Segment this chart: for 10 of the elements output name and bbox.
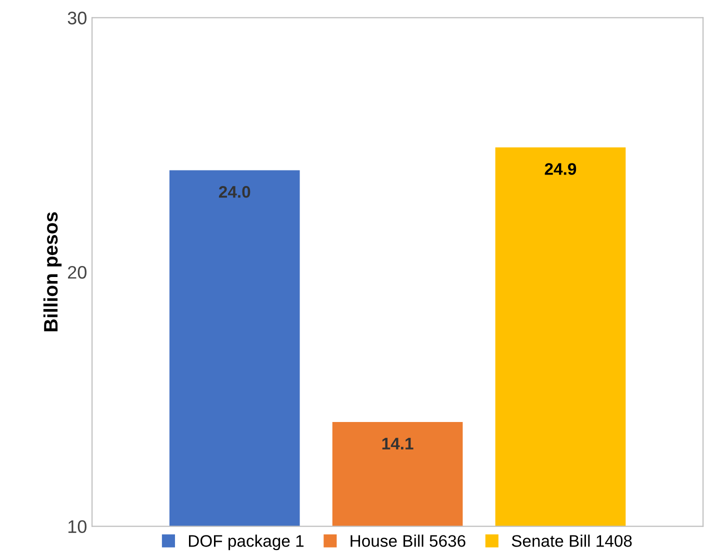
legend-label: House Bill 5636 [350,534,466,547]
data-label: 24.9 [544,163,576,175]
data-label: 24.0 [218,186,250,198]
y-tick-label: 10 [68,520,86,534]
y-tick-label: 30 [68,12,86,24]
y-axis-title: Billion pesos [43,212,62,332]
legend-label: Senate Bill 1408 [512,534,632,547]
data-label: 14.1 [382,438,414,450]
y-tick-label: 20 [68,266,86,279]
legend-label: DOF package 1 [188,534,304,550]
